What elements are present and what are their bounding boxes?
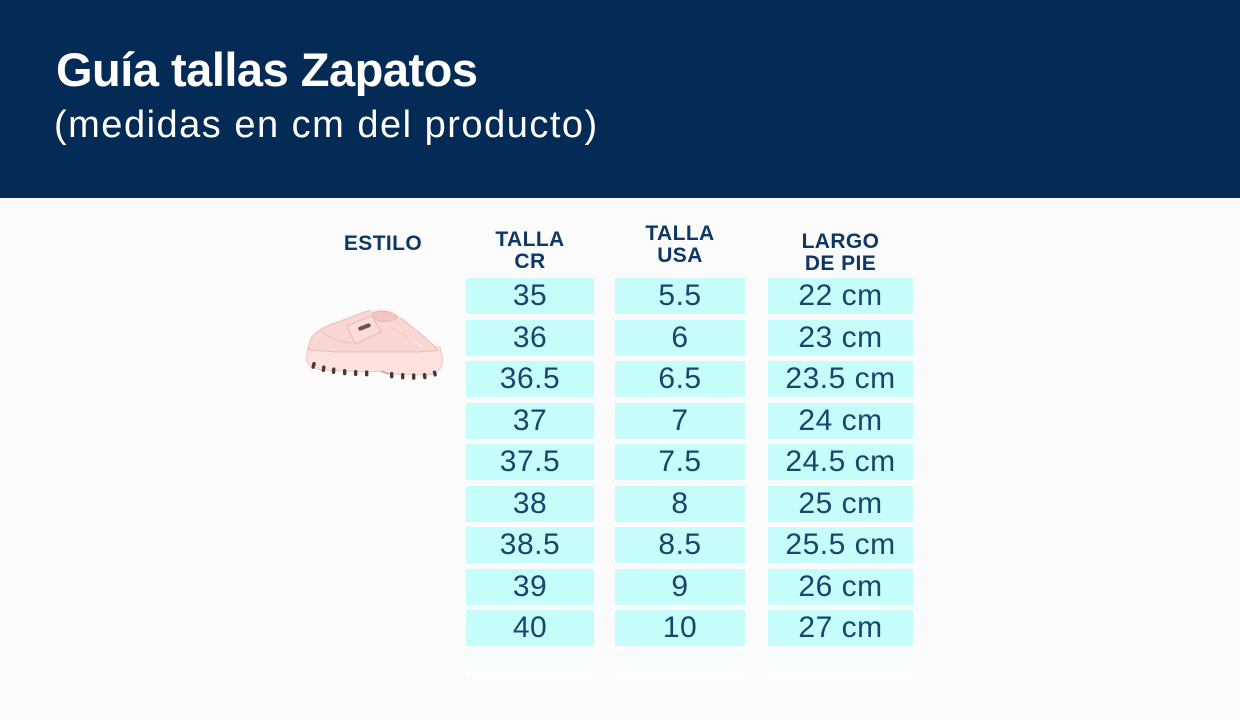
size-cell-largo-de-pie: 22 cm — [768, 278, 913, 314]
size-cell-talla-usa: 8 — [615, 485, 745, 522]
size-cell-talla-usa: 8.5 — [615, 527, 745, 563]
size-cell-talla-usa: 5.5 — [615, 278, 745, 314]
size-cell-talla-cr: 39 — [466, 568, 594, 605]
size-cell-talla-cr: 35 — [466, 278, 594, 314]
size-cell-talla-usa: 10 — [615, 610, 745, 646]
size-cell-talla-usa: 7 — [615, 402, 745, 439]
size-cell-talla-cr: 38.5 — [466, 527, 594, 563]
size-cell-talla-usa: 6 — [615, 319, 745, 356]
size-cell-largo-de-pie: 23 cm — [768, 319, 913, 356]
column-header-estilo: ESTILO — [343, 232, 423, 255]
column-header-talla-cr: TALLA CR — [495, 228, 565, 273]
size-cell-talla-cr: 36.5 — [466, 361, 594, 397]
size-cell-largo-de-pie: 25 cm — [768, 485, 913, 522]
header-banner: Guía tallas Zapatos (medidas en cm del p… — [0, 0, 1240, 198]
size-cell-talla-usa: 6.5 — [615, 361, 745, 397]
size-cell-largo-de-pie: 25.5 cm — [768, 527, 913, 563]
size-cell-talla-cr: 36 — [466, 319, 594, 356]
size-cell-largo-de-pie: 24.5 cm — [768, 444, 913, 480]
column-largo-de-pie: 22 cm 23 cm 23.5 cm 24 cm 24.5 cm 25 cm 25.5 c… — [768, 278, 913, 678]
size-cell-talla-cr: 38 — [466, 485, 594, 522]
size-cell-talla-cr: 37.5 — [466, 444, 594, 480]
size-cell-talla-cr: 40 — [466, 610, 594, 646]
size-cell-largo-de-pie: 24 cm — [768, 402, 913, 439]
page-title: Guía tallas Zapatos — [56, 43, 478, 96]
page-subtitle: (medidas en cm del producto) — [54, 104, 599, 146]
faded-row-remnant — [466, 651, 594, 678]
size-cell-talla-usa: 7.5 — [615, 444, 745, 480]
size-cell-largo-de-pie: 26 cm — [768, 568, 913, 605]
faded-row-remnant — [615, 651, 745, 678]
size-cell-talla-cr: 37 — [466, 402, 594, 439]
pink-loafer-shoe-icon — [297, 292, 451, 382]
size-cell-largo-de-pie: 23.5 cm — [768, 361, 913, 397]
sole-lugs — [311, 361, 437, 380]
column-talla-usa: 5.5 6 6.5 7 7.5 8 8.5 9 10 — [615, 278, 745, 678]
column-header-largo-de-pie: LARGO DE PIE — [801, 230, 880, 275]
column-talla-cr: 35 36 36.5 37 37.5 38 38.5 39 40 — [466, 278, 594, 678]
size-cell-talla-usa: 9 — [615, 568, 745, 605]
faded-row-remnant — [768, 651, 913, 678]
column-header-talla-usa: TALLA USA — [645, 222, 715, 267]
size-cell-largo-de-pie: 27 cm — [768, 610, 913, 646]
